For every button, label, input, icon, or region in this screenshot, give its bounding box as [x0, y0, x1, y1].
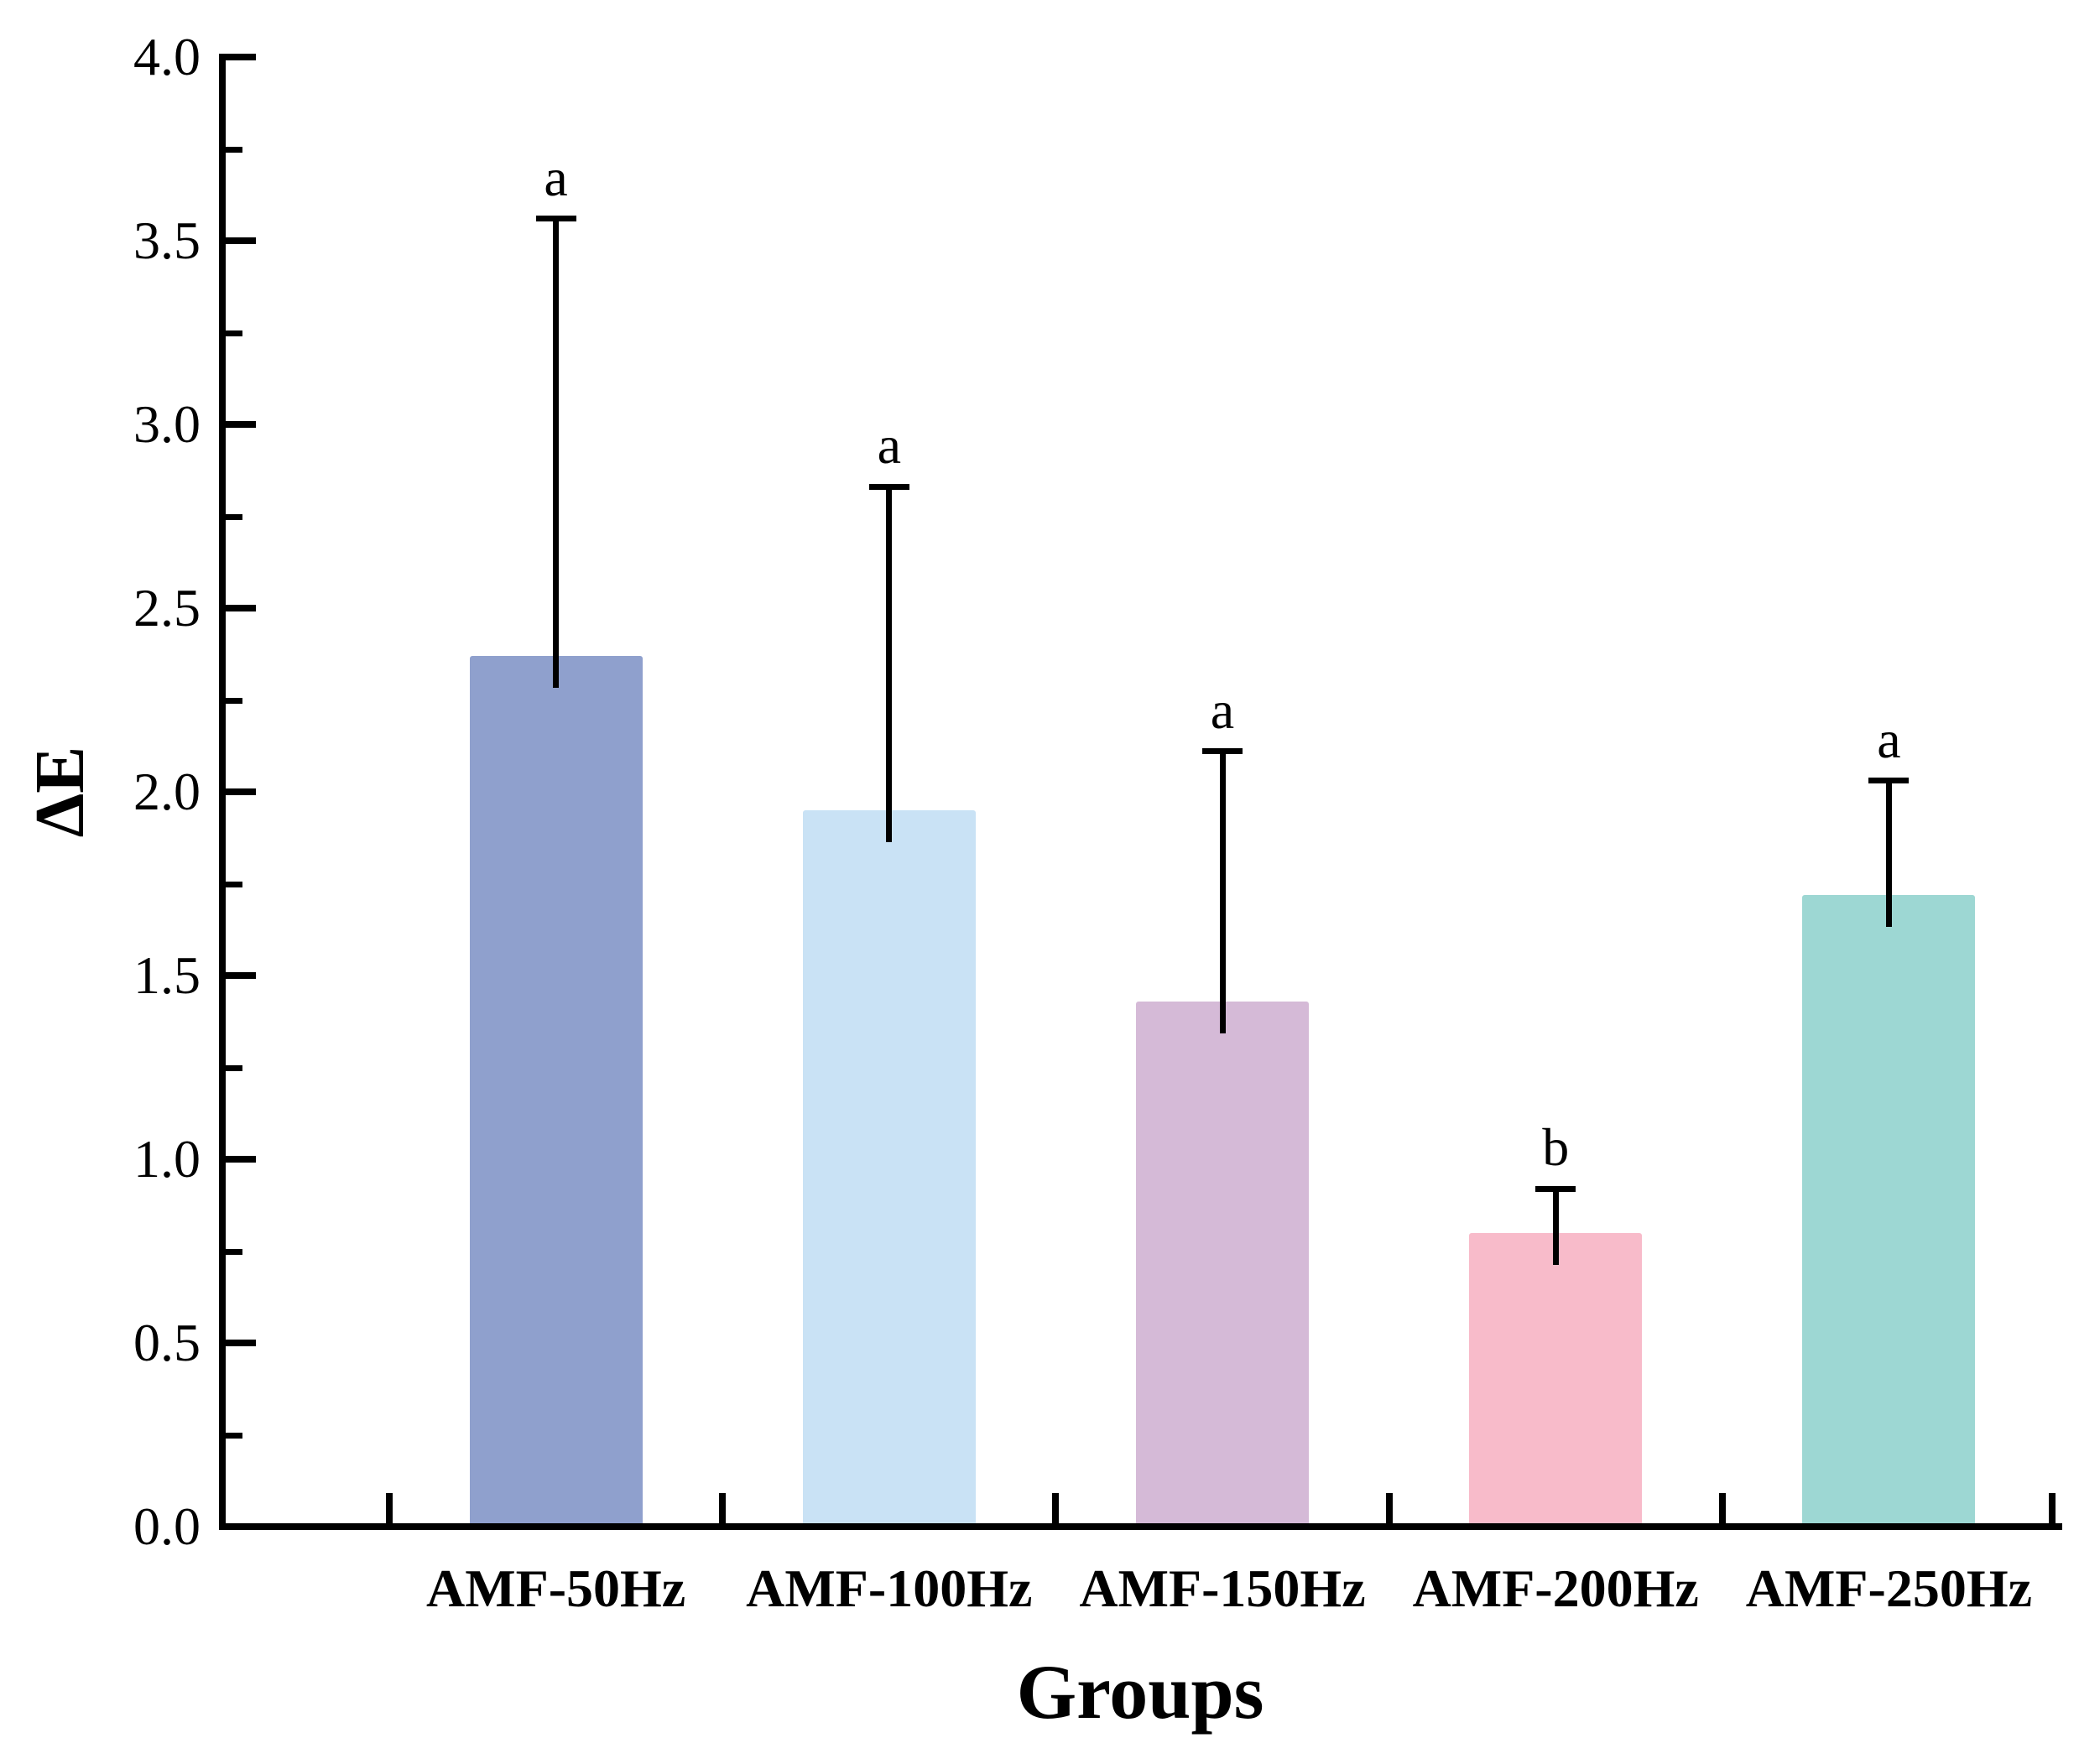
x-tick: [2049, 1493, 2056, 1523]
y-major-tick: [226, 972, 256, 979]
x-axis-line: [219, 1523, 2062, 1530]
x-tick-label: AMF-100Hz: [746, 1558, 1033, 1618]
error-bar-cap: [1535, 1185, 1576, 1192]
y-tick-label: 1.5: [133, 945, 201, 1005]
y-axis-line: [219, 54, 226, 1530]
error-bar-line: [1885, 780, 1892, 927]
significance-letter: b: [1542, 1117, 1570, 1178]
x-tick-label: AMF-50Hz: [425, 1558, 686, 1618]
error-bar-line: [1219, 751, 1226, 1033]
x-tick: [1385, 1493, 1393, 1523]
x-tick: [386, 1493, 393, 1523]
x-axis-title: Groups: [1016, 1649, 1264, 1735]
y-minor-tick: [226, 881, 242, 887]
error-bar-line: [886, 487, 893, 842]
bar-AMF-200Hz: [1469, 1232, 1643, 1523]
x-tick-label: AMF-150Hz: [1079, 1558, 1366, 1618]
y-tick-label: 1.0: [133, 1129, 201, 1189]
y-tick-label: 0.5: [133, 1313, 201, 1372]
error-bar-cap: [868, 483, 909, 490]
y-minor-tick: [226, 146, 242, 153]
x-tick: [719, 1493, 727, 1523]
bar-AMF-50Hz: [469, 655, 643, 1523]
y-axis-title: ΔE: [21, 746, 99, 838]
y-major-tick: [226, 788, 256, 795]
y-minor-tick: [226, 513, 242, 520]
y-tick-label: 3.0: [133, 394, 201, 454]
x-tick: [1718, 1493, 1726, 1523]
error-bar-cap: [1868, 778, 1910, 784]
y-major-tick: [226, 237, 256, 244]
bar-AMF-100Hz: [802, 809, 976, 1523]
bar-AMF-150Hz: [1136, 1001, 1309, 1523]
error-bar-line: [1552, 1189, 1559, 1265]
y-tick-label: 2.5: [133, 578, 201, 637]
y-tick-label: 3.5: [133, 211, 201, 270]
y-minor-tick: [226, 1432, 242, 1439]
y-major-tick: [226, 421, 256, 428]
y-minor-tick: [226, 330, 242, 336]
x-tick: [1052, 1493, 1060, 1523]
error-bar-line: [553, 218, 560, 688]
x-tick-label: AMF-200Hz: [1412, 1558, 1699, 1618]
y-minor-tick: [226, 697, 242, 704]
significance-letter: a: [1210, 679, 1235, 740]
significance-letter: a: [544, 147, 568, 207]
significance-letter: a: [1877, 709, 1901, 769]
y-major-tick: [226, 1340, 256, 1346]
y-minor-tick: [226, 1064, 242, 1071]
y-tick-label: 4.0: [133, 27, 201, 86]
y-tick-label: 0.0: [133, 1496, 201, 1556]
y-major-tick: [226, 54, 256, 60]
error-bar-cap: [1202, 748, 1243, 755]
y-major-tick: [226, 1156, 256, 1163]
y-minor-tick: [226, 1248, 242, 1255]
bar-AMF-250Hz: [1802, 894, 1976, 1523]
x-tick-label: AMF-250Hz: [1745, 1558, 2032, 1618]
y-major-tick: [226, 605, 256, 611]
y-tick-label: 2.0: [133, 762, 201, 821]
error-bar-cap: [535, 216, 576, 222]
significance-letter: a: [877, 415, 901, 476]
